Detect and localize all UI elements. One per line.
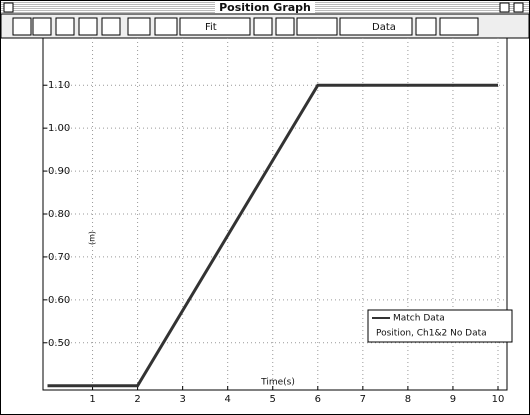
tool-button[interactable] xyxy=(102,18,120,35)
x-tick-label: 1 xyxy=(89,394,95,405)
tool-button[interactable] xyxy=(13,18,31,35)
tool-button[interactable] xyxy=(416,18,436,35)
window: Position Graph Fit Data (m) Time(s) 0.50… xyxy=(0,0,530,415)
tool-button[interactable] xyxy=(79,18,97,35)
y-axis-label: (m) xyxy=(88,231,97,245)
legend-label: Match Data xyxy=(393,314,445,324)
collapse-box[interactable] xyxy=(514,3,523,12)
x-tick-label: 5 xyxy=(270,394,276,405)
x-tick-label: 3 xyxy=(179,394,185,405)
legend: Match Data Position, Ch1&2 No Data xyxy=(368,310,512,342)
y-tick-label: 0.60 xyxy=(48,295,70,306)
y-tick-label: 0.80 xyxy=(48,209,70,220)
x-tick-label: 9 xyxy=(450,394,456,405)
x-axis-label: Time(s) xyxy=(260,378,295,388)
legend-note: Position, Ch1&2 No Data xyxy=(376,329,487,339)
tool-button[interactable] xyxy=(276,18,294,35)
x-tick-label: 7 xyxy=(360,394,366,405)
stats-menu[interactable] xyxy=(297,18,337,35)
x-tick-label: 6 xyxy=(315,394,321,405)
tool-button[interactable] xyxy=(128,18,150,35)
toolbar-buttons: Fit Data xyxy=(13,18,478,35)
x-tick-label: 10 xyxy=(492,394,505,405)
x-tick-label: 4 xyxy=(225,394,231,405)
y-tick-label: 0.50 xyxy=(48,338,70,349)
y-tick-label: 0.70 xyxy=(48,252,70,263)
close-box[interactable] xyxy=(4,3,13,12)
y-tick-label: 1.00 xyxy=(48,123,70,134)
tool-button[interactable] xyxy=(254,18,272,35)
zoom-box[interactable] xyxy=(500,3,509,12)
x-tick-label: 2 xyxy=(134,394,140,405)
y-tick-label: 1.10 xyxy=(48,80,70,91)
data-label: Data xyxy=(372,22,396,33)
tool-button[interactable] xyxy=(56,18,74,35)
tool-button[interactable] xyxy=(155,18,177,35)
x-tick-label: 8 xyxy=(405,394,411,405)
tool-button[interactable] xyxy=(440,18,478,35)
fit-label: Fit xyxy=(205,22,217,33)
y-tick-label: 0.90 xyxy=(48,166,70,177)
window-title: Position Graph xyxy=(219,1,311,14)
tool-button[interactable] xyxy=(33,18,51,35)
